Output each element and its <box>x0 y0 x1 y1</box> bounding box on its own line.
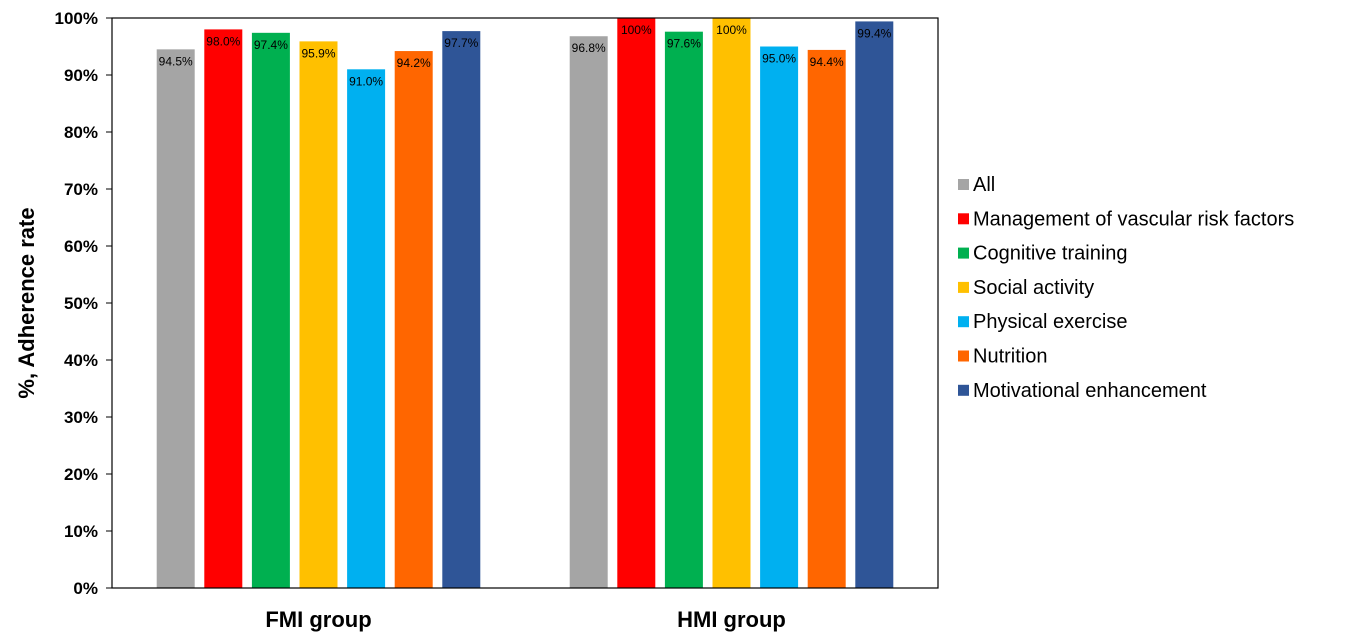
bar <box>807 49 846 589</box>
data-label: 100% <box>621 23 652 37</box>
y-tick-label: 80% <box>64 123 98 142</box>
legend-label: Social activity <box>973 277 1094 299</box>
legend-label: Motivational enhancement <box>973 380 1207 402</box>
data-label: 98.0% <box>206 34 240 48</box>
bar <box>617 18 656 588</box>
legend-swatch <box>958 316 969 328</box>
y-axis-label: %, Adherence rate <box>14 207 39 398</box>
legend-label: Nutrition <box>973 346 1047 368</box>
bar <box>299 41 338 589</box>
legend-swatch <box>958 350 969 362</box>
bars-layer <box>156 18 894 589</box>
data-label: 97.6% <box>667 37 701 51</box>
data-label: 97.4% <box>254 38 288 52</box>
bar <box>855 21 894 589</box>
y-tick-label: 30% <box>64 408 98 427</box>
bar <box>156 49 195 589</box>
legend-label: Cognitive training <box>973 243 1128 265</box>
legend-swatch <box>958 384 969 396</box>
data-labels-layer: 94.5% 98.0% 97.4% 95.9% 91.0% 94.2% 97.7% 96.8%… <box>159 23 892 88</box>
plot-area-frame <box>111 17 939 589</box>
data-label: 91.0% <box>349 74 383 88</box>
y-tick-label: 70% <box>64 180 98 199</box>
x-tick-label: HMI group <box>677 607 786 632</box>
bar <box>251 32 290 588</box>
legend-swatch <box>958 247 969 259</box>
legend-swatch <box>958 179 969 190</box>
y-axis-ticks: 0% 10% 20% 30% 40% 50% 60% 70% 80% 90% 100% <box>55 9 112 598</box>
y-tick-label: 10% <box>64 522 98 541</box>
y-tick-label: 60% <box>64 237 98 256</box>
bar <box>664 31 703 589</box>
bar <box>760 46 799 588</box>
y-tick-label: 50% <box>64 294 98 313</box>
legend-swatch <box>958 213 969 225</box>
data-label: 99.4% <box>857 26 891 40</box>
data-label: 94.4% <box>810 55 844 69</box>
x-tick-label: FMI group <box>265 607 371 632</box>
data-label: 100% <box>716 23 747 37</box>
data-label: 97.7% <box>444 36 478 50</box>
y-tick-label: 0% <box>73 579 98 598</box>
legend-label: Management of vascular risk factors <box>973 208 1294 230</box>
data-label: 96.8% <box>572 41 606 55</box>
legend-label: Physical exercise <box>973 311 1128 333</box>
data-label: 94.2% <box>397 56 431 70</box>
data-label: 94.5% <box>159 54 193 68</box>
y-tick-label: 20% <box>64 465 98 484</box>
data-label: 95.0% <box>762 52 796 66</box>
bar <box>442 31 481 589</box>
y-tick-label: 100% <box>55 9 98 28</box>
legend: All Management of vascular risk factors Co… <box>958 174 1294 402</box>
x-axis-ticks: FMI group HMI group <box>265 607 786 632</box>
bar <box>569 36 608 589</box>
bar <box>394 51 433 589</box>
legend-label: All <box>973 174 995 196</box>
bar <box>204 29 243 588</box>
data-label: 95.9% <box>301 46 335 60</box>
bar <box>347 69 386 589</box>
legend-swatch <box>958 281 969 293</box>
y-tick-label: 90% <box>64 66 98 85</box>
bar <box>712 18 751 588</box>
y-tick-label: 40% <box>64 351 98 370</box>
